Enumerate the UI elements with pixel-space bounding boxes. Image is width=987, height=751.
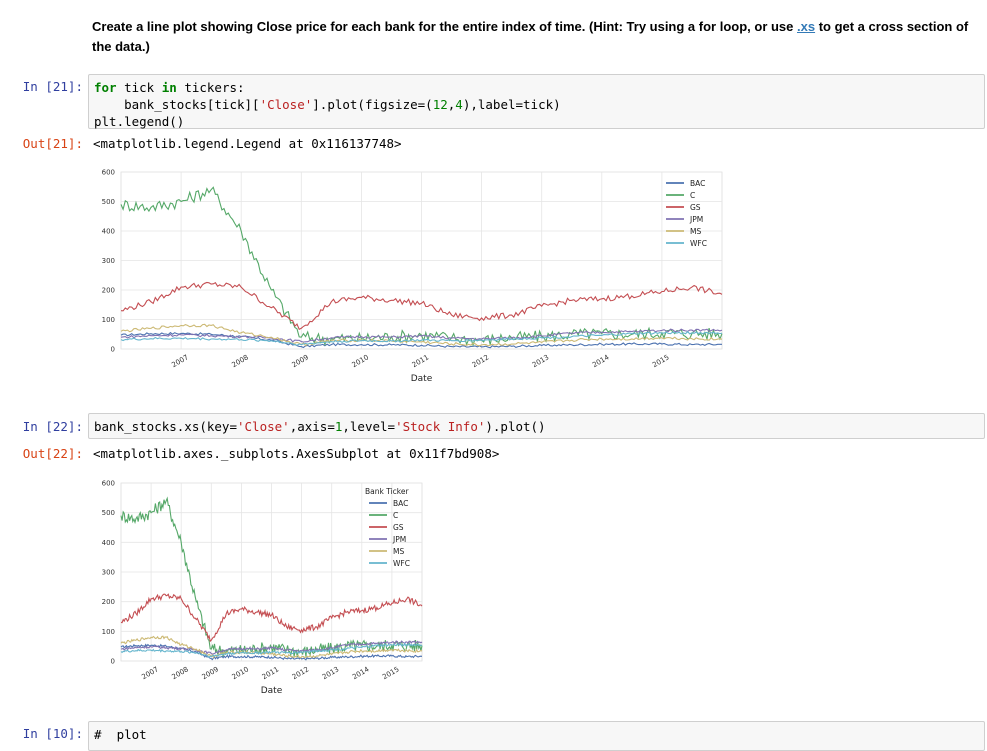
code-token: 4 — [455, 97, 463, 112]
series-line-ms — [120, 635, 423, 659]
code-token: in — [161, 80, 177, 95]
y-tick-label: 300 — [102, 569, 115, 577]
code-token: 'Close' — [237, 419, 290, 434]
legend-entry: C — [393, 511, 398, 520]
series-line-wfc — [120, 330, 723, 346]
x-tick-label: 2013 — [321, 665, 340, 681]
code-token: 'Stock Info' — [395, 419, 486, 434]
code-token: ].plot(figsize=( — [312, 97, 433, 112]
instruction-text-end: to get a cross section of the data.) — [92, 19, 969, 54]
y-tick-label: 600 — [102, 480, 115, 488]
y-tick-label: 300 — [102, 257, 115, 265]
x-tick-label: 2012 — [471, 353, 490, 369]
series-line-bac — [120, 643, 423, 661]
x-tick-label: 2010 — [351, 353, 370, 369]
x-tick-label: 2007 — [170, 353, 189, 369]
code-cell-22[interactable]: bank_stocks.xs(key='Close',axis=1,level=… — [88, 413, 985, 439]
x-tick-label: 2008 — [230, 353, 249, 369]
x-tick-label: 2013 — [531, 353, 550, 369]
x-tick-label: 2011 — [261, 665, 280, 681]
x-tick-label: 2008 — [170, 665, 189, 681]
code-token: for — [94, 80, 117, 95]
legend-entry: C — [690, 191, 695, 200]
code-token: ,level= — [342, 419, 396, 434]
y-tick-label: 0 — [111, 346, 115, 354]
code-area-22[interactable]: bank_stocks.xs(key='Close',axis=1,level=… — [89, 414, 984, 439]
legend-entry: JPM — [689, 215, 703, 224]
x-tick-label: 2014 — [351, 665, 371, 681]
x-tick-label: 2012 — [291, 665, 310, 681]
series-line-wfc — [120, 642, 423, 658]
y-tick-label: 200 — [102, 598, 115, 606]
series-line-jpm — [120, 640, 423, 655]
y-tick-label: 100 — [102, 628, 115, 636]
in-prompt-22: In [22]: — [22, 419, 83, 434]
series-line-gs — [120, 281, 723, 331]
y-tick-label: 400 — [102, 228, 115, 236]
legend-entry: BAC — [393, 499, 408, 508]
code-token: ),label=tick) — [462, 97, 561, 112]
code-token: 'Close' — [259, 97, 313, 112]
x-tick-label: 2009 — [201, 665, 220, 681]
series-line-ms — [120, 323, 723, 347]
legend-entry: WFC — [393, 559, 410, 568]
code-token: 1 — [334, 419, 343, 434]
y-tick-label: 500 — [102, 198, 115, 206]
code-token: bank_stocks.xs(key= — [94, 419, 237, 434]
x-axis-label: Date — [411, 374, 433, 384]
series-line-bac — [120, 331, 722, 349]
legend-entry: WFC — [690, 239, 707, 248]
legend-entry: GS — [690, 203, 701, 212]
legend-entry: BAC — [690, 179, 705, 188]
markdown-instruction: Create a line plot showing Close price f… — [92, 17, 972, 57]
legend-entry: JPM — [392, 535, 406, 544]
out-prompt-21: Out[21]: — [22, 136, 83, 151]
close-price-line-chart: 0 100 200 300 400 500 600 2007 2008 2009 2010 2011 2… — [102, 169, 723, 384]
x-tick-label: 2014 — [591, 353, 611, 369]
code-token: ,axis= — [289, 419, 335, 434]
y-tick-label: 600 — [102, 169, 115, 177]
y-tick-label: 200 — [102, 287, 115, 295]
code-area-10[interactable]: # plot — [94, 727, 147, 742]
series-line-c — [120, 186, 723, 347]
code-token: ).plot() — [485, 419, 546, 434]
output-text-21: <matplotlib.legend.Legend at 0x116137748… — [93, 136, 402, 151]
x-tick-label: 2015 — [651, 353, 670, 369]
xs-link[interactable]: .xs — [797, 19, 816, 34]
y-tick-label: 500 — [102, 509, 115, 517]
code-token: tickers: — [176, 80, 245, 95]
code-token: 12 — [432, 97, 448, 112]
y-tick-label: 400 — [102, 539, 115, 547]
code-cell-10[interactable]: # plot — [88, 721, 985, 751]
x-tick-label: 2010 — [231, 665, 250, 681]
output-text-22: <matplotlib.axes._subplots.AxesSubplot a… — [93, 446, 500, 461]
code-token: bank_stocks[tick][ — [94, 97, 260, 112]
out-prompt-22: Out[22]: — [22, 446, 83, 461]
series-line-jpm — [120, 328, 723, 343]
code-cell-21[interactable]: for tick in tickers: bank_stocks[tick]['… — [88, 74, 985, 129]
y-tick-label: 0 — [111, 658, 115, 666]
code-token: plt.legend() — [94, 114, 185, 129]
instruction-text: Create a line plot showing Close price f… — [92, 19, 797, 34]
in-prompt-21: In [21]: — [22, 79, 83, 94]
y-tick-label: 100 — [102, 316, 115, 324]
legend-title: Bank Ticker — [365, 487, 409, 496]
legend-entry: MS — [393, 547, 404, 556]
x-tick-label: 2007 — [140, 665, 159, 681]
legend-entry: GS — [393, 523, 404, 532]
x-tick-label: 2015 — [381, 665, 400, 681]
code-area-21[interactable]: for tick in tickers: bank_stocks[tick]['… — [89, 75, 984, 134]
code-token: tick — [116, 80, 162, 95]
in-prompt-10: In [10]: — [22, 726, 83, 741]
x-tick-label: 2011 — [411, 353, 430, 369]
code-token: , — [447, 97, 456, 112]
legend-entry: MS — [690, 227, 701, 236]
x-axis-label: Date — [261, 686, 283, 696]
x-tick-label: 2009 — [291, 353, 310, 369]
series-line-gs — [120, 593, 423, 643]
xs-close-price-line-chart: 0 100 200 300 400 500 600 2007 2008 2009 2010 2011 2… — [102, 480, 423, 696]
